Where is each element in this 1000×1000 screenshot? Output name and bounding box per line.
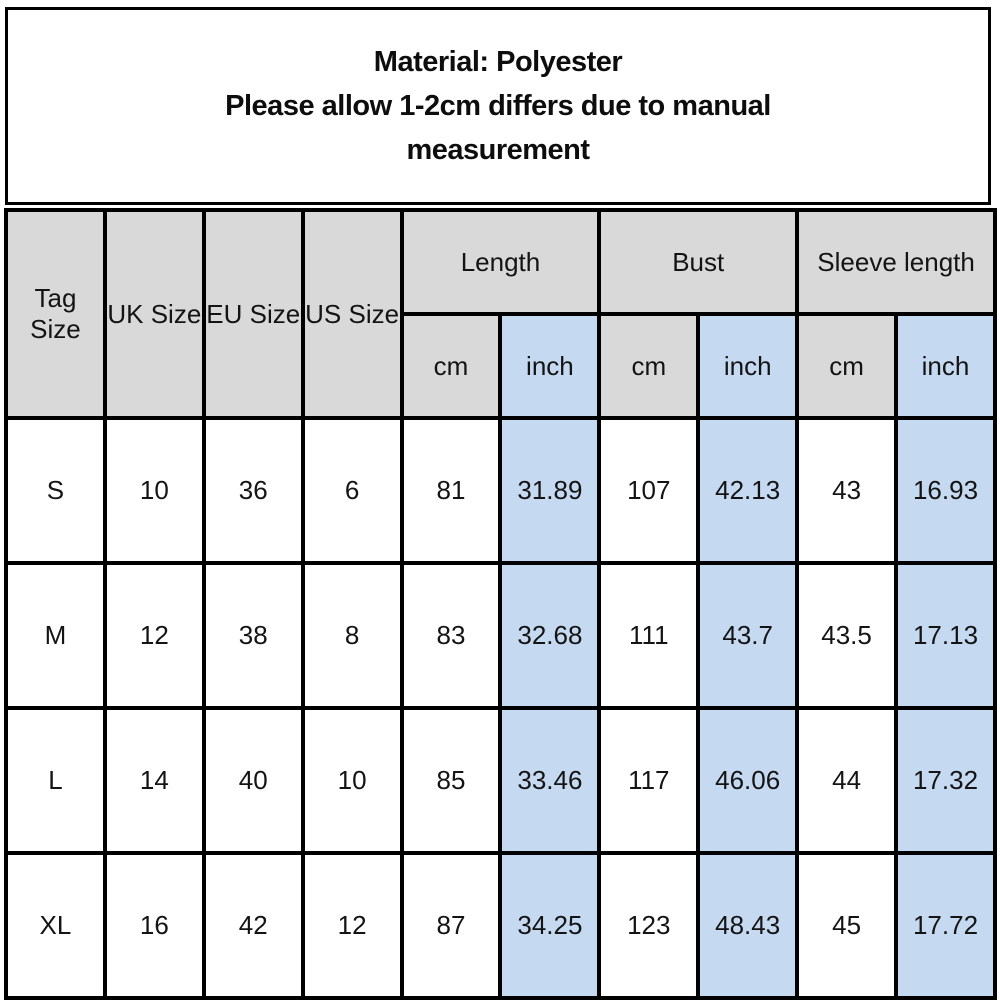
cell-length-cm: 83 xyxy=(399,561,503,710)
cell-length-inch: 33.46 xyxy=(498,706,602,855)
header-row-groups: Tag Size UK Size EU Size US Size Length … xyxy=(4,208,997,420)
cell-us: 6 xyxy=(300,416,404,565)
cell-sleeve-cm: 43.5 xyxy=(795,561,899,710)
notice-line-measurement: measurement xyxy=(406,134,590,166)
unit-header-bust-inch: inch xyxy=(696,312,800,420)
table-row-m: M 12 38 8 83 32.68 111 43.7 43.5 17.13 xyxy=(4,561,997,710)
cell-sleeve-inch: 16.93 xyxy=(894,416,997,565)
notice-line-material: Material: Polyester xyxy=(373,46,623,78)
table-row-l: L 14 40 10 85 33.46 117 46.06 44 17.32 xyxy=(4,706,997,855)
table-row-s: S 10 36 6 81 31.89 107 42.13 43 16.93 xyxy=(4,416,997,565)
cell-sleeve-inch: 17.72 xyxy=(894,851,997,1000)
cell-uk: 16 xyxy=(102,851,206,1000)
cell-sleeve-cm: 45 xyxy=(795,851,899,1000)
cell-uk: 12 xyxy=(102,561,206,710)
cell-bust-inch: 46.06 xyxy=(696,706,800,855)
cell-length-cm: 81 xyxy=(399,416,503,565)
cell-eu: 42 xyxy=(201,851,305,1000)
size-chart-table: Tag Size UK Size EU Size US Size Length … xyxy=(4,208,997,1000)
cell-us: 12 xyxy=(300,851,404,1000)
cell-eu: 38 xyxy=(201,561,305,710)
cell-us: 10 xyxy=(300,706,404,855)
cell-length-cm: 87 xyxy=(399,851,503,1000)
cell-bust-cm: 117 xyxy=(597,706,701,855)
col-header-us-size: US Size xyxy=(300,208,404,420)
cell-sleeve-inch: 17.32 xyxy=(894,706,997,855)
cell-uk: 14 xyxy=(102,706,206,855)
col-header-uk-size: UK Size xyxy=(102,208,206,420)
cell-eu: 36 xyxy=(201,416,305,565)
cell-sleeve-cm: 44 xyxy=(795,706,899,855)
group-header-length: Length xyxy=(399,208,602,316)
cell-sleeve-inch: 17.13 xyxy=(894,561,997,710)
cell-bust-inch: 48.43 xyxy=(696,851,800,1000)
group-header-sleeve-length: Sleeve length xyxy=(795,208,997,316)
unit-header-bust-cm: cm xyxy=(597,312,701,420)
table-row-xl: XL 16 42 12 87 34.25 123 48.43 45 17.72 xyxy=(4,851,997,1000)
material-notice-box: Material: Polyester Please allow 1-2cm d… xyxy=(5,7,991,205)
cell-bust-cm: 123 xyxy=(597,851,701,1000)
cell-bust-inch: 42.13 xyxy=(696,416,800,565)
cell-length-inch: 31.89 xyxy=(498,416,602,565)
cell-bust-inch: 43.7 xyxy=(696,561,800,710)
col-header-tag-size: Tag Size xyxy=(4,208,107,420)
cell-bust-cm: 111 xyxy=(597,561,701,710)
unit-header-sleeve-inch: inch xyxy=(894,312,997,420)
cell-sleeve-cm: 43 xyxy=(795,416,899,565)
cell-eu: 40 xyxy=(201,706,305,855)
unit-header-sleeve-cm: cm xyxy=(795,312,899,420)
group-header-bust: Bust xyxy=(597,208,800,316)
cell-length-inch: 32.68 xyxy=(498,561,602,710)
cell-tag: M xyxy=(4,561,107,710)
cell-length-inch: 34.25 xyxy=(498,851,602,1000)
unit-header-length-cm: cm xyxy=(399,312,503,420)
cell-tag: L xyxy=(4,706,107,855)
cell-us: 8 xyxy=(300,561,404,710)
header-row-units: cm inch cm inch cm inch xyxy=(6,312,997,420)
notice-line-tolerance: Please allow 1-2cm differs due to manual xyxy=(225,90,771,122)
unit-header-length-inch: inch xyxy=(498,312,602,420)
cell-tag: XL xyxy=(4,851,107,1000)
cell-bust-cm: 107 xyxy=(597,416,701,565)
cell-uk: 10 xyxy=(102,416,206,565)
cell-tag: S xyxy=(4,416,107,565)
cell-length-cm: 85 xyxy=(399,706,503,855)
col-header-eu-size: EU Size xyxy=(201,208,305,420)
